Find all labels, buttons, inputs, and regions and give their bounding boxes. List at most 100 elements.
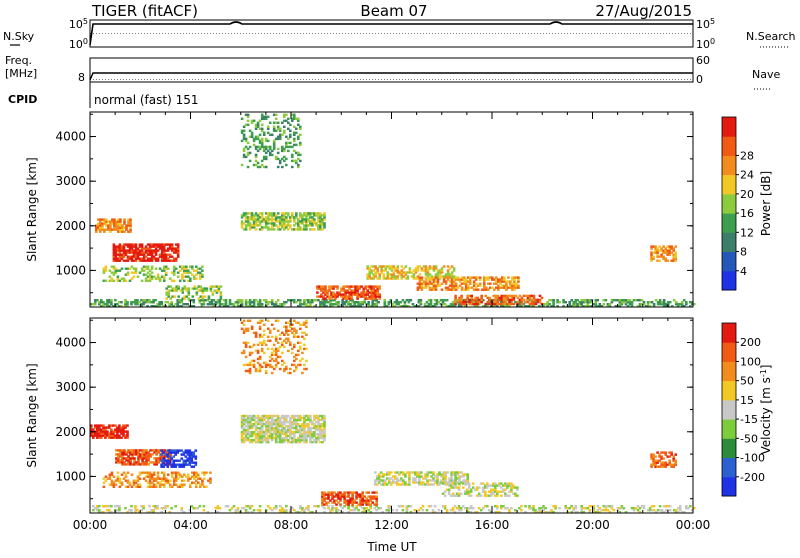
data-cell xyxy=(303,344,306,346)
data-cell xyxy=(247,166,250,168)
data-cell xyxy=(458,489,461,491)
data-cell xyxy=(603,303,606,305)
data-cell xyxy=(126,301,129,303)
data-cell xyxy=(448,489,451,491)
data-region-7 xyxy=(321,491,378,505)
data-cell xyxy=(384,299,387,301)
data-cell xyxy=(468,482,471,484)
data-cell xyxy=(127,472,130,474)
data-cell xyxy=(295,132,298,134)
data-cell xyxy=(271,372,274,374)
data-cell xyxy=(171,243,174,245)
data-region-5 xyxy=(241,320,308,375)
data-region-1 xyxy=(95,218,132,233)
data-cell xyxy=(486,505,489,507)
data-cell xyxy=(277,320,280,322)
data-cell xyxy=(289,134,292,136)
data-cell xyxy=(361,491,364,493)
data-cell xyxy=(255,228,258,230)
data-cell xyxy=(247,114,250,116)
data-cell xyxy=(517,301,520,303)
data-cell xyxy=(317,505,320,507)
data-cell xyxy=(174,505,177,507)
data-cell xyxy=(261,128,264,130)
data-cell xyxy=(191,266,194,268)
data-cell xyxy=(249,320,252,322)
data-cell xyxy=(670,451,673,453)
data-cell xyxy=(277,166,280,168)
data-cell xyxy=(453,267,456,269)
colorbar-swatch xyxy=(722,419,736,439)
freq-tick: 8 xyxy=(78,71,85,84)
data-cell xyxy=(476,489,479,491)
data-cell xyxy=(110,505,113,507)
data-cell xyxy=(435,265,438,267)
colorbar-swatch xyxy=(722,361,736,381)
data-cell xyxy=(674,245,677,247)
colorbar-swatch xyxy=(722,136,736,156)
data-cell xyxy=(105,280,108,282)
data-cell xyxy=(127,486,130,488)
data-cell xyxy=(299,299,302,301)
data-cell xyxy=(265,344,268,346)
data-cell xyxy=(668,460,671,462)
data-cell xyxy=(605,299,608,301)
data-cell xyxy=(301,358,304,360)
cpid-value: normal (fast) 151 xyxy=(94,93,198,107)
data-cell xyxy=(301,372,304,374)
data-cell xyxy=(438,509,441,511)
data-cell xyxy=(113,280,116,282)
data-cell xyxy=(249,146,252,148)
data-cell xyxy=(269,340,272,342)
data-cell xyxy=(659,505,662,507)
data-cell xyxy=(516,495,519,497)
data-cell xyxy=(439,276,442,278)
data-cell xyxy=(454,295,457,297)
data-cell xyxy=(303,338,306,340)
data-cell xyxy=(251,505,254,507)
data-cell xyxy=(247,328,250,330)
data-cell xyxy=(178,460,181,462)
data-cell xyxy=(137,276,140,278)
data-cell xyxy=(305,368,308,370)
data-cell xyxy=(142,505,145,507)
data-cell xyxy=(259,134,262,136)
data-cell xyxy=(111,278,114,280)
data-cell xyxy=(295,212,298,214)
data-cell xyxy=(139,484,142,486)
data-cell xyxy=(277,152,280,154)
data-cell xyxy=(472,507,475,509)
data-cell xyxy=(167,474,170,476)
data-cell xyxy=(126,424,129,426)
data-cell xyxy=(289,124,292,126)
data-cell xyxy=(271,324,274,326)
colorbar-tick-label: 15 xyxy=(740,394,754,407)
data-cell xyxy=(478,486,481,488)
data-cell xyxy=(410,505,413,507)
data-cell xyxy=(323,507,326,509)
data-cell xyxy=(297,138,300,140)
data-cell xyxy=(119,478,122,480)
data-cell xyxy=(289,372,292,374)
data-cell xyxy=(479,276,482,278)
data-cell xyxy=(195,449,198,451)
data-cell xyxy=(261,303,264,305)
data-cell xyxy=(183,280,186,282)
data-cell xyxy=(277,212,280,214)
date-label: 27/Aug/2015 xyxy=(595,2,692,20)
data-cell xyxy=(259,368,262,370)
data-cell xyxy=(291,212,294,214)
data-region-3 xyxy=(103,266,204,283)
data-cell xyxy=(110,299,113,301)
data-cell xyxy=(316,291,319,293)
data-cell xyxy=(295,128,298,130)
data-cell xyxy=(126,433,129,435)
data-cell xyxy=(177,285,180,287)
data-cell xyxy=(181,507,184,509)
data-cell xyxy=(305,334,308,336)
colorbar-swatch xyxy=(722,155,736,175)
data-cell xyxy=(181,486,184,488)
data-cell xyxy=(183,480,186,482)
data-cell xyxy=(195,486,198,488)
